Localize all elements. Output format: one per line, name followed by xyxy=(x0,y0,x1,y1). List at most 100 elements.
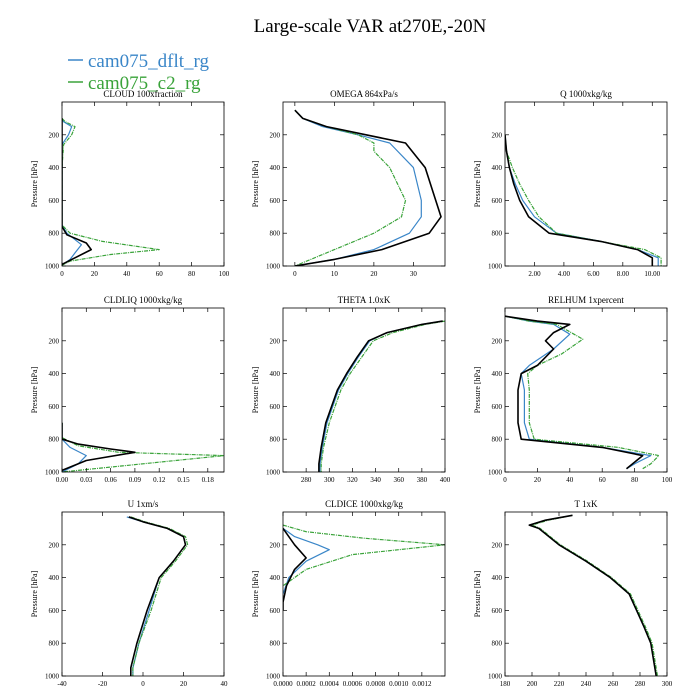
panel-title: CLDLIQ 1000xkg/kg xyxy=(104,295,183,305)
x-tick-label: 0.03 xyxy=(80,476,93,484)
y-tick-label: 400 xyxy=(270,164,281,172)
x-tick-label: -20 xyxy=(98,680,108,688)
y-axis-label: Pressure [hPa] xyxy=(473,570,482,617)
y-tick-label: 1000 xyxy=(45,263,60,271)
x-tick-label: 20 xyxy=(370,270,378,278)
panel-title: CLDICE 1000xkg/kg xyxy=(325,499,403,509)
x-tick-label: 0.00 xyxy=(56,476,69,484)
y-tick-label: 600 xyxy=(270,607,281,615)
y-tick-label: 800 xyxy=(492,436,503,444)
y-tick-label: 600 xyxy=(492,197,503,205)
panel-8: T 1xK 180 200 220 240 260 280 300 200 400 600 800 10… xyxy=(473,499,673,688)
panel-frame xyxy=(282,307,446,473)
y-tick-label: 200 xyxy=(49,131,60,139)
y-tick-label: 600 xyxy=(49,197,60,205)
x-tick-label: 0 xyxy=(503,476,507,484)
panel-6: U 1xm/s -40 -20 0 20 40 200 400 600 800 1000 Pressu… xyxy=(30,499,228,688)
panel-title: OMEGA 864xPa/s xyxy=(330,89,398,99)
x-tick-label: 260 xyxy=(608,680,619,688)
x-tick-label: 0.0002 xyxy=(297,680,317,688)
x-tick-label: 20 xyxy=(534,476,542,484)
x-tick-label: 0.0008 xyxy=(366,680,386,688)
panel-title: T 1xK xyxy=(574,499,598,509)
legend-label-dflt: cam075_dflt_rg xyxy=(88,51,210,72)
x-tick-label: 40 xyxy=(123,270,131,278)
y-tick-label: 800 xyxy=(492,230,503,238)
y-axis-label: Pressure [hPa] xyxy=(30,160,39,207)
y-tick-label: 400 xyxy=(49,370,60,378)
x-tick-label: 380 xyxy=(417,476,428,484)
x-tick-label: 100 xyxy=(662,476,673,484)
y-tick-label: 1000 xyxy=(266,263,281,271)
panel-frame xyxy=(61,307,225,473)
y-tick-label: 200 xyxy=(270,541,281,549)
series-line-1 xyxy=(505,315,660,470)
series-line-1 xyxy=(62,117,160,266)
y-tick-label: 1000 xyxy=(266,469,281,477)
x-tick-label: 240 xyxy=(581,680,592,688)
y-tick-label: 600 xyxy=(49,403,60,411)
y-tick-label: 1000 xyxy=(488,673,503,681)
series-line-2 xyxy=(505,315,644,470)
y-tick-label: 600 xyxy=(270,403,281,411)
series-line-1 xyxy=(320,320,445,472)
panel-frame xyxy=(504,307,668,473)
panel-title: THETA 1.0xK xyxy=(338,295,391,305)
panel-1: OMEGA 864xPa/s 0 10 20 30 200 400 600 800 1000 Pre… xyxy=(251,89,446,278)
series-line-0 xyxy=(505,315,652,470)
x-tick-label: 8.00 xyxy=(617,270,630,278)
y-tick-label: 800 xyxy=(49,640,60,648)
series-line-1 xyxy=(283,524,445,587)
y-tick-label: 1000 xyxy=(266,673,281,681)
y-tick-label: 200 xyxy=(492,541,503,549)
x-tick-label: 340 xyxy=(370,476,381,484)
panel-frame xyxy=(61,101,225,267)
y-axis-label: Pressure [hPa] xyxy=(251,570,260,617)
x-tick-label: 30 xyxy=(410,270,418,278)
x-tick-label: 0.0004 xyxy=(320,680,340,688)
x-tick-label: 0.0000 xyxy=(273,680,293,688)
y-tick-label: 200 xyxy=(492,131,503,139)
x-tick-label: 2.00 xyxy=(528,270,541,278)
panel-3: CLDLIQ 1000xkg/kg 0.00 0.03 0.06 0.09 0.12 0.1… xyxy=(30,295,225,484)
y-tick-label: 400 xyxy=(49,574,60,582)
x-tick-label: 10 xyxy=(331,270,339,278)
x-tick-label: 0 xyxy=(293,270,297,278)
x-tick-label: 0.06 xyxy=(104,476,117,484)
y-tick-label: 600 xyxy=(492,403,503,411)
x-tick-label: 60 xyxy=(156,270,164,278)
y-tick-label: 800 xyxy=(270,436,281,444)
panel-frame xyxy=(282,511,446,677)
series-line-1 xyxy=(505,134,662,266)
x-tick-label: 0.0010 xyxy=(389,680,409,688)
y-tick-label: 600 xyxy=(492,607,503,615)
legend-label-c2: cam075_c2_rg xyxy=(88,73,201,94)
x-tick-label: 0.0012 xyxy=(412,680,432,688)
y-tick-label: 400 xyxy=(492,164,503,172)
y-tick-label: 800 xyxy=(49,230,60,238)
x-tick-label: 0 xyxy=(141,680,145,688)
y-tick-label: 200 xyxy=(270,337,281,345)
series-line-2 xyxy=(294,109,442,266)
x-tick-label: 6.00 xyxy=(587,270,600,278)
y-tick-label: 1000 xyxy=(45,469,60,477)
x-tick-label: 0.15 xyxy=(177,476,190,484)
y-tick-label: 200 xyxy=(49,337,60,345)
y-tick-label: 1000 xyxy=(488,263,503,271)
x-tick-label: 300 xyxy=(324,476,335,484)
y-tick-label: 200 xyxy=(492,337,503,345)
y-axis-label: Pressure [hPa] xyxy=(251,366,260,413)
x-tick-label: 0.0006 xyxy=(343,680,363,688)
y-tick-label: 800 xyxy=(270,230,281,238)
y-tick-label: 200 xyxy=(49,541,60,549)
panel-frame xyxy=(504,101,668,267)
y-tick-label: 400 xyxy=(270,370,281,378)
x-tick-label: 320 xyxy=(347,476,358,484)
y-tick-label: 200 xyxy=(270,131,281,139)
x-tick-label: 360 xyxy=(393,476,404,484)
x-tick-label: 0.12 xyxy=(153,476,166,484)
y-axis-label: Pressure [hPa] xyxy=(251,160,260,207)
x-tick-label: 220 xyxy=(554,680,565,688)
